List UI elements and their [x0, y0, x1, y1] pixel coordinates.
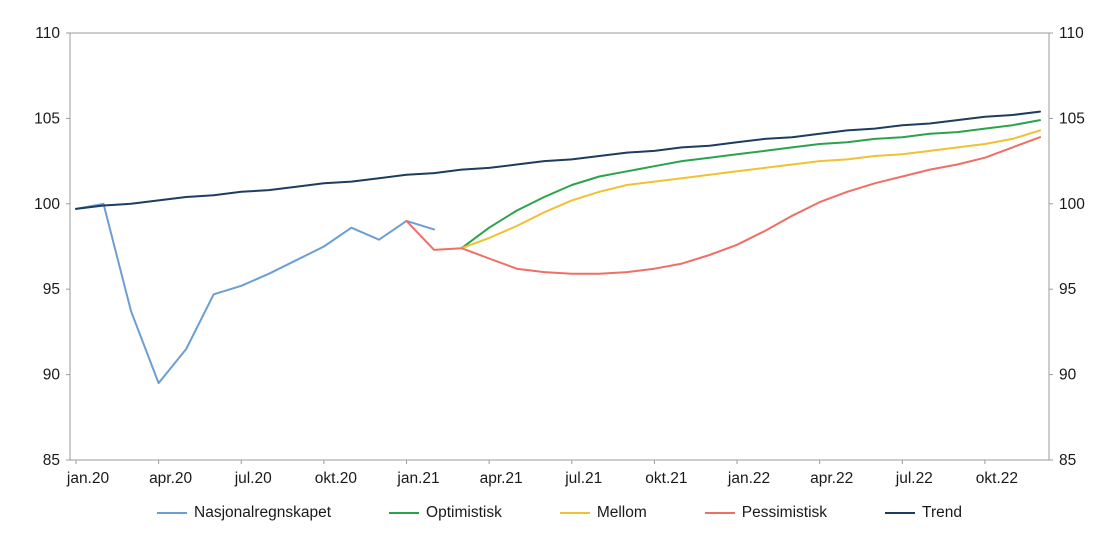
x-axis-tick-label: okt.20: [315, 470, 358, 487]
axis-box: [69, 32, 1050, 461]
x-axis-tick-label: okt.21: [645, 470, 687, 487]
x-axis-tick-label: jan.22: [727, 470, 770, 487]
y-axis-tick-label-right: 90: [1059, 367, 1077, 384]
y-axis-tick-label-right: 100: [1059, 196, 1085, 213]
chart-legend: Nasjonalregnskapet Optimistisk Mellom Pessi…: [0, 505, 1119, 521]
y-axis-tick-label-left: 95: [43, 281, 60, 298]
series-line-pessimistisk: [405, 136, 1041, 275]
series-line-nasjonalregnskapet: [75, 202, 436, 385]
legend-swatch: [704, 511, 735, 514]
legend-label: Mellom: [596, 504, 647, 521]
x-axis-tick-label: apr.22: [810, 470, 853, 487]
y-axis-tick-label-left: 100: [34, 196, 60, 213]
y-axis-tick-label-right: 85: [1059, 452, 1076, 469]
legend-swatch: [885, 511, 916, 514]
y-axis-tick-label-right: 105: [1059, 110, 1085, 127]
x-axis-tick-label: okt.22: [976, 470, 1018, 487]
legend-item-optimistisk: Optimistisk: [389, 505, 502, 521]
legend-label: Pessimistisk: [741, 504, 828, 521]
x-axis-tick-label: jul.22: [895, 470, 933, 487]
series-line-mellom: [460, 129, 1041, 250]
y-axis-tick-label-left: 85: [43, 452, 60, 469]
legend-swatch: [389, 511, 420, 514]
series-line-optimistisk: [460, 119, 1041, 250]
x-axis-tick-label: jan.21: [396, 470, 439, 487]
legend-label: Nasjonalregnskapet: [194, 504, 332, 521]
y-axis-tick-label-left: 110: [35, 25, 60, 42]
legend-item-trend: Trend: [885, 505, 962, 521]
legend-swatch: [559, 511, 590, 514]
x-axis-tick-label: apr.21: [480, 470, 523, 487]
legend-item-pessimistisk: Pessimistisk: [704, 504, 828, 521]
y-axis-tick-label-left: 105: [34, 110, 60, 127]
x-axis-tick-label: jul.21: [564, 470, 602, 487]
x-axis-tick-label: apr.20: [149, 470, 192, 487]
legend-item-nasjonalregnskapet: Nasjonalregnskapet: [157, 505, 331, 521]
y-axis-tick-label-right: 95: [1059, 281, 1076, 298]
legend-swatch: [157, 511, 188, 514]
series-line-trend: [75, 110, 1041, 210]
legend-label: Optimistisk: [426, 504, 502, 521]
y-axis-tick-label-left: 90: [43, 367, 61, 384]
legend-label: Trend: [922, 504, 962, 521]
y-axis-tick-label-right: 110: [1059, 25, 1084, 42]
legend-item-mellom: Mellom: [559, 504, 647, 521]
x-axis-tick-label: jul.20: [234, 470, 272, 487]
x-axis-tick-label: jan.20: [66, 470, 110, 487]
